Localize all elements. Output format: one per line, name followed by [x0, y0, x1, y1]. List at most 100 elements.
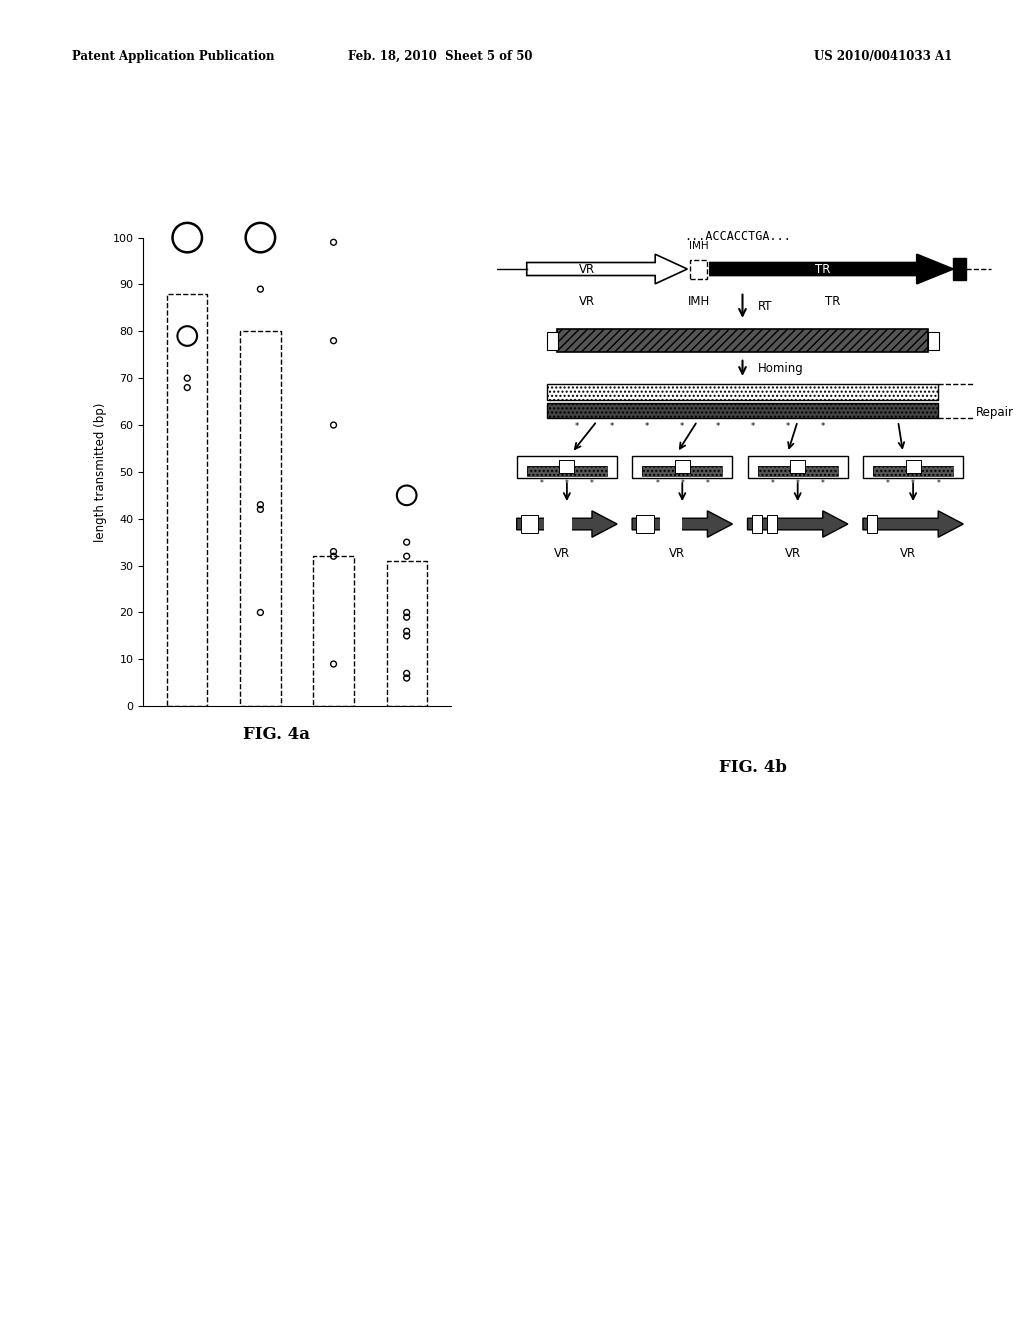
- Text: Feb. 18, 2010  Sheet 5 of 50: Feb. 18, 2010 Sheet 5 of 50: [348, 50, 532, 63]
- Text: VR: VR: [900, 546, 916, 560]
- Bar: [928, 331, 939, 350]
- Point: [398, 532, 415, 553]
- Text: *: *: [771, 479, 774, 488]
- Bar: [872, 466, 953, 477]
- Bar: [547, 331, 558, 350]
- Text: FIG. 4a: FIG. 4a: [243, 726, 310, 743]
- Text: *: *: [706, 479, 710, 488]
- Polygon shape: [748, 511, 848, 537]
- Point: [398, 668, 415, 689]
- Text: FIG. 4b: FIG. 4b: [719, 759, 786, 776]
- Text: *: *: [655, 479, 659, 488]
- Bar: [521, 515, 539, 533]
- Text: *: *: [716, 422, 720, 430]
- Polygon shape: [710, 255, 953, 284]
- Text: VR: VR: [554, 546, 570, 560]
- Bar: [905, 461, 921, 474]
- Text: ...ACCACCTGA...: ...ACCACCTGA...: [684, 230, 791, 243]
- Bar: [748, 457, 848, 478]
- Text: VR: VR: [579, 296, 595, 309]
- Point: [179, 326, 196, 347]
- Text: VR: VR: [784, 546, 801, 560]
- Bar: [642, 466, 723, 477]
- Point: [179, 227, 196, 248]
- Text: *: *: [911, 479, 915, 488]
- Bar: [545, 515, 571, 533]
- Bar: [167, 294, 207, 706]
- Polygon shape: [632, 511, 732, 537]
- Point: [398, 484, 415, 506]
- Point: [326, 653, 342, 675]
- Point: [252, 279, 268, 300]
- Text: *: *: [610, 422, 614, 430]
- Point: [398, 602, 415, 623]
- Bar: [559, 461, 574, 474]
- Bar: [526, 466, 607, 477]
- Point: [179, 378, 196, 399]
- Text: *: *: [565, 479, 568, 488]
- Point: [326, 541, 342, 562]
- Bar: [547, 384, 938, 400]
- Bar: [642, 466, 723, 477]
- Point: [326, 330, 342, 351]
- Point: [252, 494, 268, 515]
- Text: *: *: [821, 479, 824, 488]
- Point: [252, 602, 268, 623]
- Text: *: *: [820, 422, 825, 430]
- Point: [398, 620, 415, 642]
- Bar: [791, 461, 805, 474]
- Y-axis label: length transmitted (bp): length transmitted (bp): [94, 403, 108, 541]
- Point: [326, 232, 342, 253]
- Text: *: *: [590, 479, 594, 488]
- Text: *: *: [645, 422, 649, 430]
- Point: [398, 545, 415, 566]
- Text: IMH: IMH: [687, 296, 710, 309]
- Text: TR: TR: [825, 296, 841, 309]
- Text: US 2010/0041033 A1: US 2010/0041033 A1: [814, 50, 952, 63]
- Point: [398, 626, 415, 647]
- Text: Homing: Homing: [758, 362, 803, 375]
- Bar: [636, 515, 653, 533]
- Text: *: *: [574, 422, 579, 430]
- Point: [252, 499, 268, 520]
- Bar: [517, 457, 617, 478]
- Bar: [690, 260, 708, 279]
- Text: Patent Application Publication: Patent Application Publication: [72, 50, 274, 63]
- Text: IMH: IMH: [689, 240, 709, 251]
- Bar: [867, 515, 877, 533]
- Bar: [387, 561, 427, 706]
- Bar: [863, 457, 964, 478]
- Bar: [557, 329, 928, 352]
- Text: *: *: [886, 479, 890, 488]
- Point: [252, 227, 268, 248]
- Text: *: *: [785, 422, 790, 430]
- Bar: [758, 466, 838, 477]
- Text: *: *: [680, 422, 684, 430]
- Polygon shape: [863, 511, 964, 537]
- Text: TR: TR: [815, 263, 830, 276]
- Text: Repair: Repair: [976, 405, 1014, 418]
- Point: [398, 663, 415, 684]
- Bar: [767, 515, 776, 533]
- Text: VR: VR: [670, 546, 685, 560]
- Point: [326, 414, 342, 436]
- Text: VR: VR: [579, 263, 595, 276]
- Polygon shape: [517, 511, 617, 537]
- Text: *: *: [540, 479, 544, 488]
- Point: [179, 367, 196, 388]
- Bar: [632, 457, 732, 478]
- Text: *: *: [936, 479, 940, 488]
- Bar: [872, 466, 953, 477]
- Bar: [752, 515, 762, 533]
- Text: RT: RT: [758, 300, 772, 313]
- Bar: [953, 259, 966, 280]
- Bar: [675, 461, 690, 474]
- Bar: [547, 403, 938, 418]
- Polygon shape: [526, 255, 687, 284]
- Bar: [758, 466, 838, 477]
- Text: *: *: [796, 479, 800, 488]
- Bar: [241, 331, 281, 706]
- Point: [326, 545, 342, 566]
- Text: *: *: [680, 479, 684, 488]
- Bar: [313, 556, 353, 706]
